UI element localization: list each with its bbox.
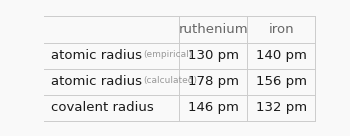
Text: 178 pm: 178 pm xyxy=(188,75,239,88)
Text: atomic radius: atomic radius xyxy=(50,49,141,62)
Text: atomic radius: atomic radius xyxy=(50,75,141,88)
Text: 156 pm: 156 pm xyxy=(256,75,307,88)
Text: covalent radius: covalent radius xyxy=(50,101,153,115)
Text: iron: iron xyxy=(268,23,294,36)
Text: ruthenium: ruthenium xyxy=(178,23,248,36)
Text: 140 pm: 140 pm xyxy=(256,49,307,62)
Text: 130 pm: 130 pm xyxy=(188,49,239,62)
Text: (calculated): (calculated) xyxy=(144,76,198,85)
Text: (empirical): (empirical) xyxy=(144,50,193,59)
Text: 146 pm: 146 pm xyxy=(188,101,239,115)
Text: 132 pm: 132 pm xyxy=(256,101,307,115)
